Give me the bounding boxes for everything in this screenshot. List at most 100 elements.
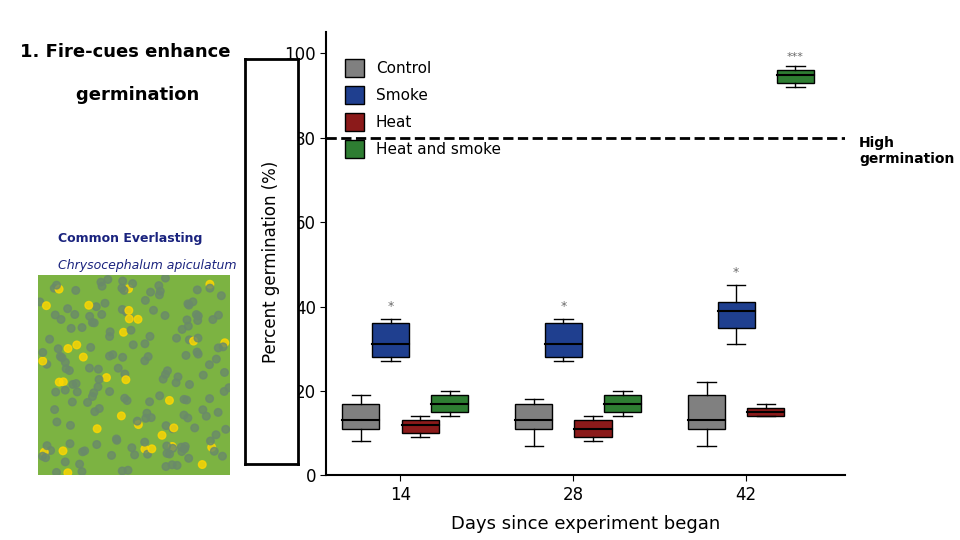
Point (177, 411, 192, 420)
Point (117, 370, 132, 379)
Point (144, 413, 159, 422)
Point (131, 420, 146, 429)
Point (202, 394, 217, 403)
Point (81, 301, 96, 309)
Point (39, 441, 55, 450)
Point (157, 274, 173, 282)
Point (164, 461, 180, 469)
Point (177, 444, 192, 453)
Point (169, 461, 184, 470)
Point (47, 406, 62, 414)
Point (89, 440, 105, 449)
Point (170, 373, 185, 381)
Point (60, 344, 76, 353)
Point (159, 449, 175, 458)
Point (89, 424, 105, 433)
Point (121, 306, 136, 315)
Point (181, 454, 197, 463)
Point (75, 448, 90, 456)
Point (115, 353, 131, 362)
Point (196, 371, 211, 380)
Point (72, 460, 87, 469)
Point (203, 437, 218, 445)
Point (204, 443, 220, 451)
Point (102, 352, 117, 360)
Point (118, 375, 133, 384)
Point (113, 411, 129, 420)
Point (180, 300, 196, 308)
Point (114, 467, 130, 475)
Point (68, 379, 84, 388)
Point (102, 387, 117, 396)
Point (175, 325, 190, 334)
Point (206, 447, 222, 456)
Point (190, 316, 205, 325)
Point (189, 348, 204, 356)
Point (202, 360, 217, 369)
Point (109, 436, 125, 444)
Point (68, 286, 84, 295)
Point (174, 447, 189, 456)
Point (91, 375, 107, 384)
Point (103, 327, 118, 336)
Point (180, 322, 196, 330)
Point (169, 334, 184, 342)
Point (144, 444, 159, 453)
Point (58, 457, 73, 466)
Point (180, 315, 195, 324)
Point (49, 281, 64, 289)
Point (199, 412, 214, 421)
Point (91, 404, 107, 413)
Text: Common Everlasting: Common Everlasting (58, 232, 202, 245)
Point (180, 414, 196, 422)
Text: ***: *** (787, 52, 804, 62)
Legend: Control, Smoke, Heat, Heat and smoke: Control, Smoke, Heat, Heat and smoke (339, 53, 507, 164)
Point (61, 366, 77, 375)
Bar (343, 403, 379, 429)
Point (110, 364, 126, 373)
Point (119, 308, 134, 316)
Point (185, 298, 201, 306)
Point (126, 341, 141, 349)
Point (195, 460, 210, 469)
Point (179, 396, 194, 404)
Point (42, 335, 58, 343)
Point (157, 370, 173, 379)
Point (104, 451, 119, 460)
Text: germination: germination (51, 86, 199, 104)
Text: Percent germination (%): Percent germination (%) (262, 161, 280, 363)
Text: *: * (388, 300, 394, 313)
Bar (777, 70, 814, 83)
Point (190, 286, 205, 294)
Point (83, 343, 98, 352)
Point (69, 388, 84, 396)
Point (35, 452, 50, 461)
Point (43, 446, 59, 455)
Point (143, 288, 158, 296)
Point (157, 311, 173, 320)
Point (65, 380, 81, 389)
Point (137, 438, 153, 447)
Point (161, 396, 177, 405)
Point (221, 383, 236, 392)
Bar (747, 408, 784, 416)
Bar (688, 395, 725, 429)
Point (217, 368, 232, 377)
Point (90, 382, 106, 391)
Point (122, 314, 137, 323)
Point (142, 332, 157, 341)
Point (153, 287, 168, 295)
Point (124, 443, 139, 452)
Point (94, 310, 109, 319)
Point (122, 314, 137, 323)
Bar (516, 403, 552, 429)
Point (115, 276, 131, 285)
Point (47, 284, 62, 293)
Point (80, 398, 95, 407)
Point (84, 318, 100, 327)
Point (214, 292, 229, 300)
Point (51, 345, 66, 353)
Point (152, 291, 167, 299)
Point (137, 356, 153, 365)
Point (211, 311, 227, 320)
